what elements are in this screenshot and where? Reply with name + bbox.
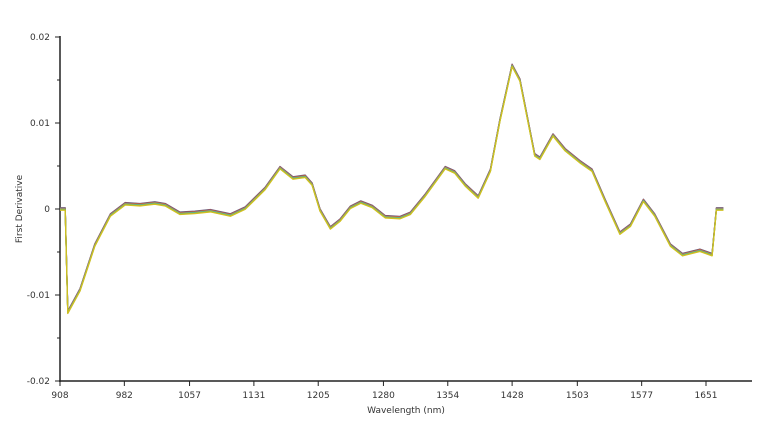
series-lines [60, 63, 724, 315]
series-line [60, 64, 724, 313]
y-tick-label: 0.02 [30, 33, 50, 43]
y-tick-label: 0 [44, 205, 50, 215]
x-tick-label: 1205 [307, 391, 330, 401]
x-tick-label: 1577 [630, 391, 653, 401]
x-tick-label: 1354 [436, 391, 459, 401]
x-tick-label: 1428 [501, 391, 524, 401]
x-tick-label: 1503 [566, 391, 589, 401]
y-tick-label: 0.01 [30, 119, 50, 129]
x-tick-label: 982 [116, 391, 133, 401]
y-tick-label: -0.01 [27, 291, 50, 301]
x-tick-label: 1057 [178, 391, 201, 401]
series-line [60, 64, 724, 314]
x-tick-label: 1651 [695, 391, 718, 401]
x-tick-label: 1131 [242, 391, 265, 401]
y-axis: -0.02 -0.01 0 0.01 0.02 [27, 33, 60, 387]
series-line [60, 65, 724, 315]
y-tick-label: -0.02 [27, 377, 50, 387]
series-line [60, 64, 724, 313]
series-line [60, 65, 724, 314]
x-axis: 908 982 1057 1131 1205 1280 1354 1428 1503 1577 16… [51, 381, 717, 401]
y-axis-label: First Derivative [15, 174, 25, 243]
x-tick-label: 1280 [372, 391, 395, 401]
series-line [60, 63, 724, 312]
x-tick-label: 908 [51, 391, 68, 401]
series-line [60, 63, 724, 312]
series-line [60, 65, 724, 314]
x-axis-label: Wavelength (nm) [367, 406, 445, 416]
